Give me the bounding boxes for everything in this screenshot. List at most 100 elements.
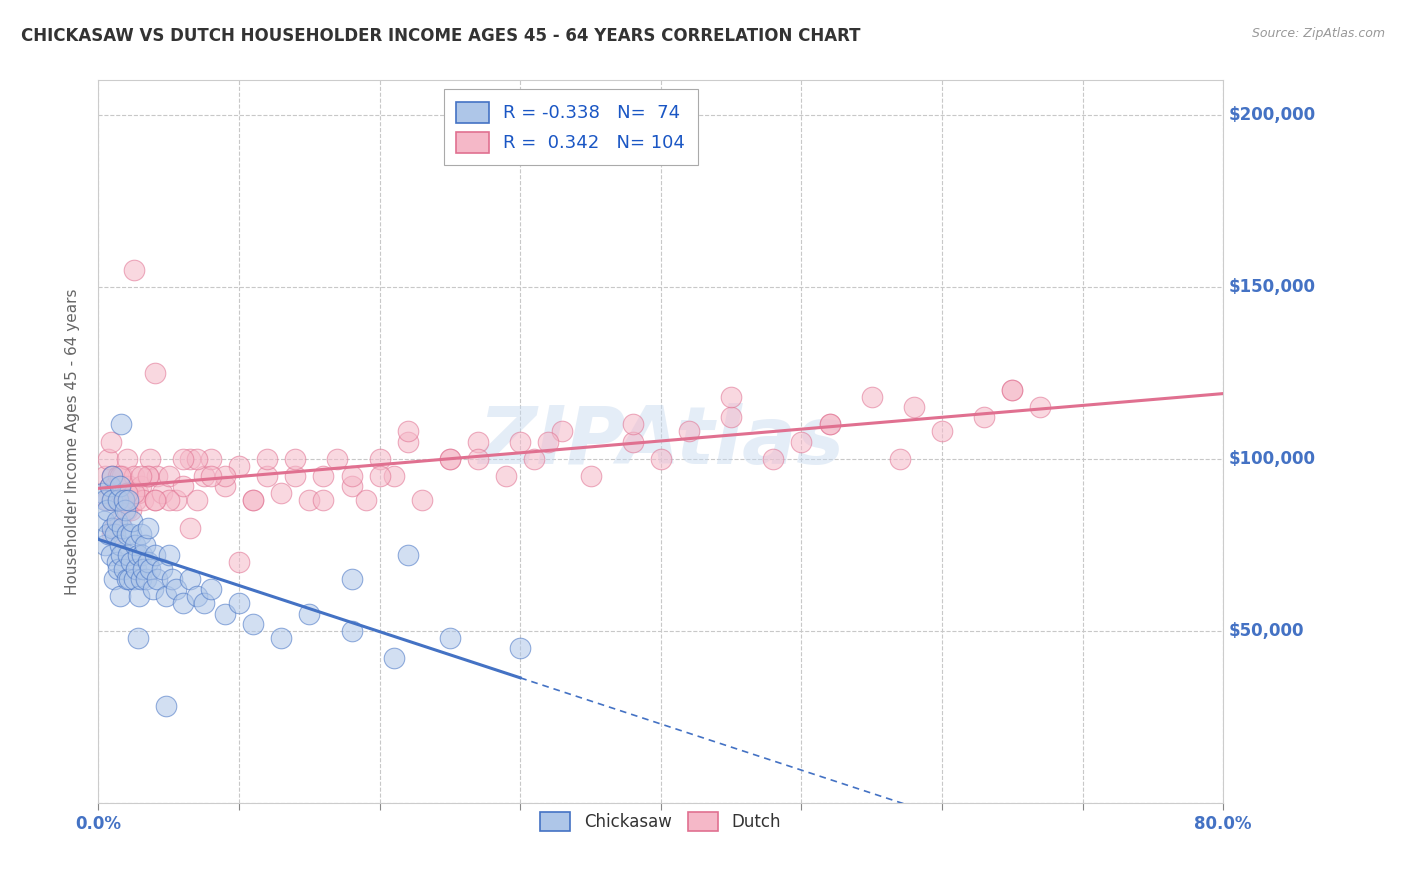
Point (101, 493, 124, 508)
Point (270, 631, 292, 645)
Point (112, 493, 135, 508)
Point (115, 572, 138, 586)
Point (91, 486, 114, 500)
Point (214, 607, 236, 621)
Point (551, 424, 574, 438)
Point (382, 651, 405, 665)
Point (128, 590, 150, 604)
Point (114, 503, 136, 517)
Point (108, 590, 131, 604)
Point (621, 417, 644, 432)
Point (354, 493, 377, 508)
Point (122, 486, 145, 500)
Point (115, 503, 138, 517)
Point (94, 469, 117, 483)
Point (103, 572, 125, 586)
Point (340, 469, 363, 483)
Point (103, 520, 125, 534)
Point (467, 434, 489, 449)
Point (108, 538, 131, 552)
Point (396, 548, 419, 562)
Point (200, 582, 222, 597)
Point (143, 366, 166, 380)
Point (256, 451, 278, 466)
Point (193, 596, 215, 610)
Text: ZIPAtlas: ZIPAtlas (478, 402, 844, 481)
Point (312, 469, 335, 483)
Point (720, 390, 742, 404)
Point (160, 572, 183, 586)
Point (720, 410, 742, 425)
Point (112, 493, 135, 508)
Point (120, 527, 142, 541)
Point (818, 417, 841, 432)
Point (132, 562, 155, 576)
Point (110, 548, 132, 562)
Point (621, 434, 644, 449)
Point (509, 640, 531, 655)
Text: $200,000: $200,000 (1229, 105, 1316, 124)
Point (129, 469, 152, 483)
Point (97, 451, 120, 466)
Point (107, 562, 129, 576)
Point (973, 410, 995, 425)
Point (242, 493, 264, 508)
Point (115, 486, 138, 500)
Point (96, 493, 118, 508)
Point (100, 548, 122, 562)
Point (298, 607, 321, 621)
Point (136, 469, 159, 483)
Point (131, 548, 153, 562)
Point (200, 451, 222, 466)
Point (139, 451, 162, 466)
Text: Source: ZipAtlas.com: Source: ZipAtlas.com (1251, 27, 1385, 40)
Point (115, 451, 138, 466)
Point (127, 631, 149, 645)
Point (129, 572, 152, 586)
Point (179, 451, 201, 466)
Point (122, 469, 145, 483)
Point (214, 479, 236, 493)
Point (931, 424, 953, 438)
Point (382, 469, 405, 483)
Point (650, 451, 672, 466)
Point (179, 520, 201, 534)
Point (146, 572, 169, 586)
Point (439, 631, 461, 645)
Point (125, 562, 148, 576)
Point (100, 434, 122, 449)
Point (129, 527, 152, 541)
Point (172, 451, 194, 466)
Point (107, 493, 129, 508)
Point (110, 486, 132, 500)
Point (312, 493, 335, 508)
Point (200, 469, 222, 483)
Point (157, 469, 180, 483)
Point (114, 479, 136, 493)
Point (108, 479, 131, 493)
Point (108, 514, 131, 528)
Point (93, 514, 115, 528)
Point (136, 520, 159, 534)
Point (143, 493, 166, 508)
Point (117, 493, 139, 508)
Point (136, 469, 159, 483)
Y-axis label: Householder Income Ages 45 - 64 years: Householder Income Ages 45 - 64 years (65, 288, 80, 595)
Point (495, 469, 517, 483)
Point (101, 469, 124, 483)
Text: $100,000: $100,000 (1229, 450, 1316, 467)
Point (368, 469, 391, 483)
Point (228, 596, 250, 610)
Point (122, 262, 145, 277)
Text: CHICKASAW VS DUTCH HOUSEHOLDER INCOME AGES 45 - 64 YEARS CORRELATION CHART: CHICKASAW VS DUTCH HOUSEHOLDER INCOME AG… (21, 27, 860, 45)
Point (242, 616, 264, 631)
Point (790, 434, 813, 449)
Point (125, 493, 148, 508)
Point (340, 479, 363, 493)
Point (179, 572, 201, 586)
Point (124, 538, 146, 552)
Point (108, 469, 131, 483)
Point (155, 699, 177, 714)
Point (1029, 400, 1052, 414)
Point (165, 582, 187, 597)
